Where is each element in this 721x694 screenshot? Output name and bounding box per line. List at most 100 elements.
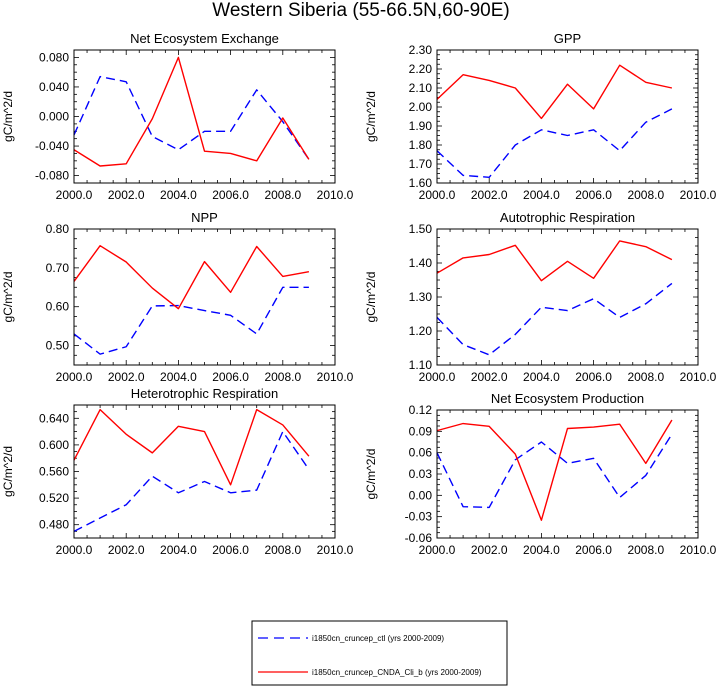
y-tick-label: 2.30: [409, 43, 433, 57]
y-tick-label: 0.480: [39, 518, 69, 532]
panel-0: Net Ecosystem Exchange gC/m^2/d 2000.0 2002…: [1, 31, 354, 202]
legend: i1850cn_cruncep_ctl (yrs 2000-2009) i185…: [251, 620, 508, 686]
y-axis-label: gC/m^2/d: [364, 272, 378, 323]
series-line-ctl: [436, 108, 673, 179]
x-tick-label: 2006.0: [575, 370, 612, 384]
panels-group: Net Ecosystem Exchange gC/m^2/d 2000.0 2002…: [1, 31, 717, 557]
x-tick-label: 2000.0: [419, 543, 456, 557]
x-tick-label: 2006.0: [575, 188, 612, 202]
x-tick-label: 2008.0: [627, 188, 664, 202]
y-tick-label: 1.30: [409, 290, 433, 304]
series-line-ctl: [73, 75, 310, 160]
legend-label-ctl: i1850cn_cruncep_ctl (yrs 2000-2009): [312, 634, 444, 643]
y-tick-label: 0.560: [39, 465, 69, 479]
y-tick-label: 0.000: [39, 110, 69, 124]
x-tick-label: 2010.0: [317, 188, 354, 202]
x-tick-label: 2004.0: [523, 370, 560, 384]
x-tick-label: 2006.0: [212, 370, 249, 384]
y-tick-label: 0.600: [39, 438, 69, 452]
plot-frame: [436, 228, 699, 366]
y-tick-label: -0.040: [35, 139, 69, 153]
x-tick-label: 2004.0: [160, 543, 197, 557]
x-tick-label: 2002.0: [108, 188, 145, 202]
series-line-cnda: [73, 408, 310, 486]
y-tick-label: 2.00: [409, 100, 433, 114]
plot-frame: [73, 228, 336, 366]
y-tick-label: 1.10: [409, 358, 433, 372]
y-tick-label: 0.09: [409, 424, 433, 438]
y-tick-label: 2.20: [409, 62, 433, 76]
plot-frame: [436, 49, 699, 184]
y-tick-label: 1.20: [409, 324, 433, 338]
x-tick-label: 2008.0: [264, 188, 301, 202]
legend-box: [251, 620, 508, 686]
y-axis-label: gC/m^2/d: [1, 272, 15, 323]
y-tick-label: 1.40: [409, 256, 433, 270]
x-tick-label: 2006.0: [212, 188, 249, 202]
panel-1: GPP gC/m^2/d 2000.0 2002.0 2004.0 2006.0 2008.…: [364, 31, 717, 202]
x-tick-label: 2004.0: [523, 543, 560, 557]
panel-5: Net Ecosystem Production gC/m^2/d 2000.0 20…: [364, 391, 717, 557]
y-tick-label: 1.80: [409, 138, 433, 152]
series-line-cnda: [436, 240, 673, 282]
y-tick-label: -0.03: [405, 510, 433, 524]
x-tick-label: 2010.0: [317, 370, 354, 384]
y-axis-label: gC/m^2/d: [364, 449, 378, 500]
panel-3: Autotrophic Respiration gC/m^2/d 2000.0 200…: [364, 210, 717, 384]
y-tick-label: 0.640: [39, 411, 69, 425]
x-tick-label: 2002.0: [471, 543, 508, 557]
x-tick-label: 2000.0: [419, 370, 456, 384]
y-axis-label: gC/m^2/d: [1, 91, 15, 142]
series-line-ctl: [436, 282, 673, 356]
y-axis-label: gC/m^2/d: [1, 446, 15, 497]
x-tick-label: 2004.0: [523, 188, 560, 202]
y-tick-label: 0.040: [39, 80, 69, 94]
x-tick-label: 2010.0: [680, 370, 717, 384]
panel-title: NPP: [191, 210, 218, 225]
y-tick-label: 0.50: [46, 339, 70, 353]
series-line-ctl: [73, 430, 310, 532]
series-line-cnda: [436, 419, 673, 521]
plot-frame: [436, 409, 699, 539]
y-tick-label: 2.10: [409, 81, 433, 95]
y-tick-label: 1.90: [409, 119, 433, 133]
series-line-cnda: [73, 245, 310, 310]
x-tick-label: 2002.0: [108, 370, 145, 384]
panel-2: NPP gC/m^2/d 2000.0 2002.0 2004.0 2006.0 2008.…: [1, 210, 354, 384]
figure-title: Western Siberia (55-66.5N,60-90E): [212, 0, 509, 21]
y-tick-label: 0.70: [46, 261, 70, 275]
y-tick-label: 0.520: [39, 491, 69, 505]
y-axis-label: gC/m^2/d: [364, 91, 378, 142]
x-tick-label: 2004.0: [160, 370, 197, 384]
panel-title: Net Ecosystem Production: [491, 391, 644, 406]
y-tick-label: 0.80: [46, 222, 70, 236]
panel-title: Autotrophic Respiration: [500, 210, 635, 225]
x-tick-label: 2010.0: [317, 543, 354, 557]
x-tick-label: 2006.0: [212, 543, 249, 557]
x-tick-label: 2000.0: [419, 188, 456, 202]
x-tick-label: 2006.0: [575, 543, 612, 557]
series-line-cnda: [73, 56, 310, 167]
x-tick-label: 2000.0: [56, 543, 93, 557]
y-tick-label: 0.12: [409, 403, 433, 417]
x-tick-label: 2008.0: [627, 543, 664, 557]
series-line-ctl: [436, 433, 673, 509]
x-tick-label: 2000.0: [56, 370, 93, 384]
x-tick-label: 2008.0: [264, 543, 301, 557]
panel-title: Net Ecosystem Exchange: [130, 31, 279, 46]
x-tick-label: 2002.0: [108, 543, 145, 557]
y-tick-label: 1.60: [409, 176, 433, 190]
x-tick-label: 2010.0: [680, 188, 717, 202]
plot-frame: [73, 404, 336, 539]
plot-frame: [73, 49, 336, 184]
y-tick-label: -0.080: [35, 169, 69, 183]
x-tick-label: 2010.0: [680, 543, 717, 557]
panel-title: GPP: [554, 31, 581, 46]
x-tick-label: 2004.0: [160, 188, 197, 202]
x-tick-label: 2008.0: [264, 370, 301, 384]
x-tick-label: 2000.0: [56, 188, 93, 202]
y-tick-label: 0.080: [39, 50, 69, 64]
legend-label-cnda: i1850cn_cruncep_CNDA_Cli_b (yrs 2000-200…: [312, 668, 482, 677]
panel-4: Heterotrophic Respiration gC/m^2/d 2000.0 2…: [1, 386, 354, 557]
